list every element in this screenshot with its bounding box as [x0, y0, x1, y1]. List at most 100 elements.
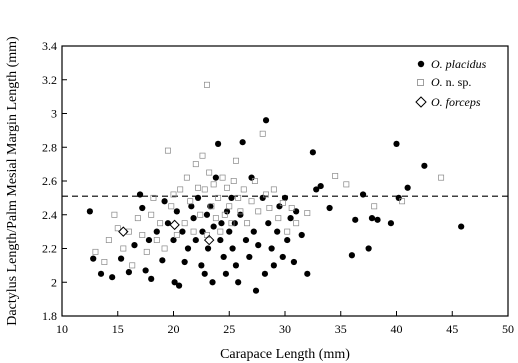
data-point-o-placidus [304, 270, 311, 277]
data-point-o-n-sp [259, 130, 266, 137]
data-point-o-n-sp [114, 225, 121, 232]
legend-label-species: n. sp. [446, 75, 472, 89]
data-point-o-n-sp [111, 211, 118, 218]
data-point-o-placidus [365, 245, 372, 252]
x-tick-label: 30 [279, 322, 291, 336]
data-point-o-placidus [117, 255, 125, 262]
data-point-o-placidus [194, 194, 202, 201]
data-point-o-placidus [237, 211, 244, 218]
data-point-o-n-sp [173, 232, 180, 238]
data-point-o-placidus [281, 194, 289, 201]
data-point-o-n-sp [237, 208, 244, 215]
data-point-o-n-sp [181, 220, 188, 227]
data-point-o-n-sp [197, 211, 204, 218]
data-point-o-placidus [231, 220, 238, 227]
y-tick-label: 3.4 [42, 39, 57, 53]
data-point-o-placidus [203, 211, 211, 218]
data-point-o-forceps [203, 234, 215, 246]
data-point-o-placidus [352, 216, 359, 223]
data-point-o-n-sp [187, 198, 194, 205]
data-point-o-placidus [86, 208, 93, 215]
data-point-o-placidus [192, 236, 199, 244]
data-point-o-placidus [188, 203, 195, 210]
data-point-o-placidus [421, 162, 428, 169]
data-point-o-n-sp [161, 245, 168, 252]
data-point-o-n-sp [266, 205, 273, 211]
data-point-o-n-sp [143, 248, 150, 255]
data-point-o-n-sp [164, 147, 171, 154]
data-point-o-n-sp [199, 152, 206, 159]
data-point-o-placidus [368, 215, 376, 222]
data-point-o-placidus [262, 117, 270, 124]
data-point-o-placidus [313, 186, 320, 193]
data-point-o-placidus [235, 279, 242, 286]
data-point-o-n-sp [208, 203, 215, 210]
data-point-o-n-sp [120, 245, 127, 252]
y-tick-label: 1.8 [42, 309, 57, 323]
y-axis-ticks: 1.8 2 2.2 2.4 2.6 2.8 3 3.2 3.4 [42, 39, 67, 323]
data-point-o-n-sp [228, 220, 235, 227]
data-point-o-placidus [226, 228, 233, 235]
y-tick-label: 2 [51, 275, 57, 289]
data-point-o-placidus [309, 149, 316, 156]
data-point-o-placidus [90, 255, 97, 262]
legend-label-o-n-sp: O. n. sp. [431, 75, 471, 89]
data-point-o-n-sp [212, 215, 219, 222]
data-point-o-placidus [184, 245, 192, 252]
data-point-o-placidus [125, 269, 132, 276]
data-point-o-n-sp [343, 181, 350, 188]
x-tick-label: 20 [168, 322, 180, 336]
data-point-o-placidus [270, 262, 277, 269]
data-point-o-n-sp [248, 198, 255, 205]
data-point-o-placidus [145, 236, 153, 244]
data-point-o-placidus [274, 228, 281, 235]
data-point-o-placidus [317, 182, 324, 190]
x-tick-label: 35 [335, 322, 347, 336]
data-point-o-placidus [159, 257, 166, 264]
data-point-o-n-sp [284, 228, 291, 235]
data-point-o-placidus [97, 270, 105, 277]
data-point-o-placidus [148, 275, 155, 282]
data-point-o-n-sp [204, 81, 210, 88]
data-point-o-n-sp [168, 203, 175, 210]
data-point-o-n-sp [92, 248, 99, 255]
data-point-o-placidus [173, 208, 180, 215]
data-point-o-placidus [228, 194, 235, 201]
data-point-o-n-sp [190, 228, 197, 235]
data-point-o-n-sp [230, 178, 237, 184]
data-point-o-n-sp [170, 191, 177, 198]
data-point-o-n-sp [371, 203, 378, 210]
data-point-o-n-sp [177, 186, 184, 193]
data-point-o-placidus [139, 204, 146, 212]
series-o-forceps [118, 219, 215, 246]
data-point-o-placidus [259, 194, 266, 201]
data-point-o-placidus [404, 184, 411, 191]
data-point-o-placidus [136, 191, 144, 198]
data-point-o-placidus [217, 236, 224, 244]
data-point-o-n-sp [150, 194, 157, 201]
data-point-o-placidus [290, 258, 298, 266]
data-point-o-placidus [326, 204, 333, 212]
data-point-o-placidus [232, 262, 240, 269]
data-point-o-n-sp [304, 210, 311, 217]
data-point-o-n-sp [183, 174, 190, 181]
data-point-o-placidus [223, 208, 231, 215]
data-point-o-n-sp [129, 262, 136, 269]
series-o-n-sp [92, 81, 445, 269]
data-point-o-placidus [131, 242, 138, 249]
data-point-o-forceps [169, 219, 180, 231]
data-point-o-placidus [109, 274, 116, 281]
data-point-o-n-sp [240, 186, 247, 193]
data-point-o-n-sp [105, 237, 112, 244]
data-point-o-n-sp [288, 205, 295, 211]
data-point-o-placidus [239, 139, 246, 146]
data-point-o-n-sp [201, 186, 208, 193]
data-point-o-placidus [218, 220, 225, 227]
data-point-o-placidus [250, 228, 257, 235]
data-point-o-placidus [201, 270, 208, 277]
y-tick-label: 3 [51, 107, 57, 121]
x-axis-ticks: 10 15 20 25 30 35 40 45 50 [56, 311, 514, 336]
data-point-o-placidus [207, 203, 214, 210]
data-point-o-n-sp [275, 215, 282, 222]
data-point-o-n-sp [438, 174, 445, 181]
